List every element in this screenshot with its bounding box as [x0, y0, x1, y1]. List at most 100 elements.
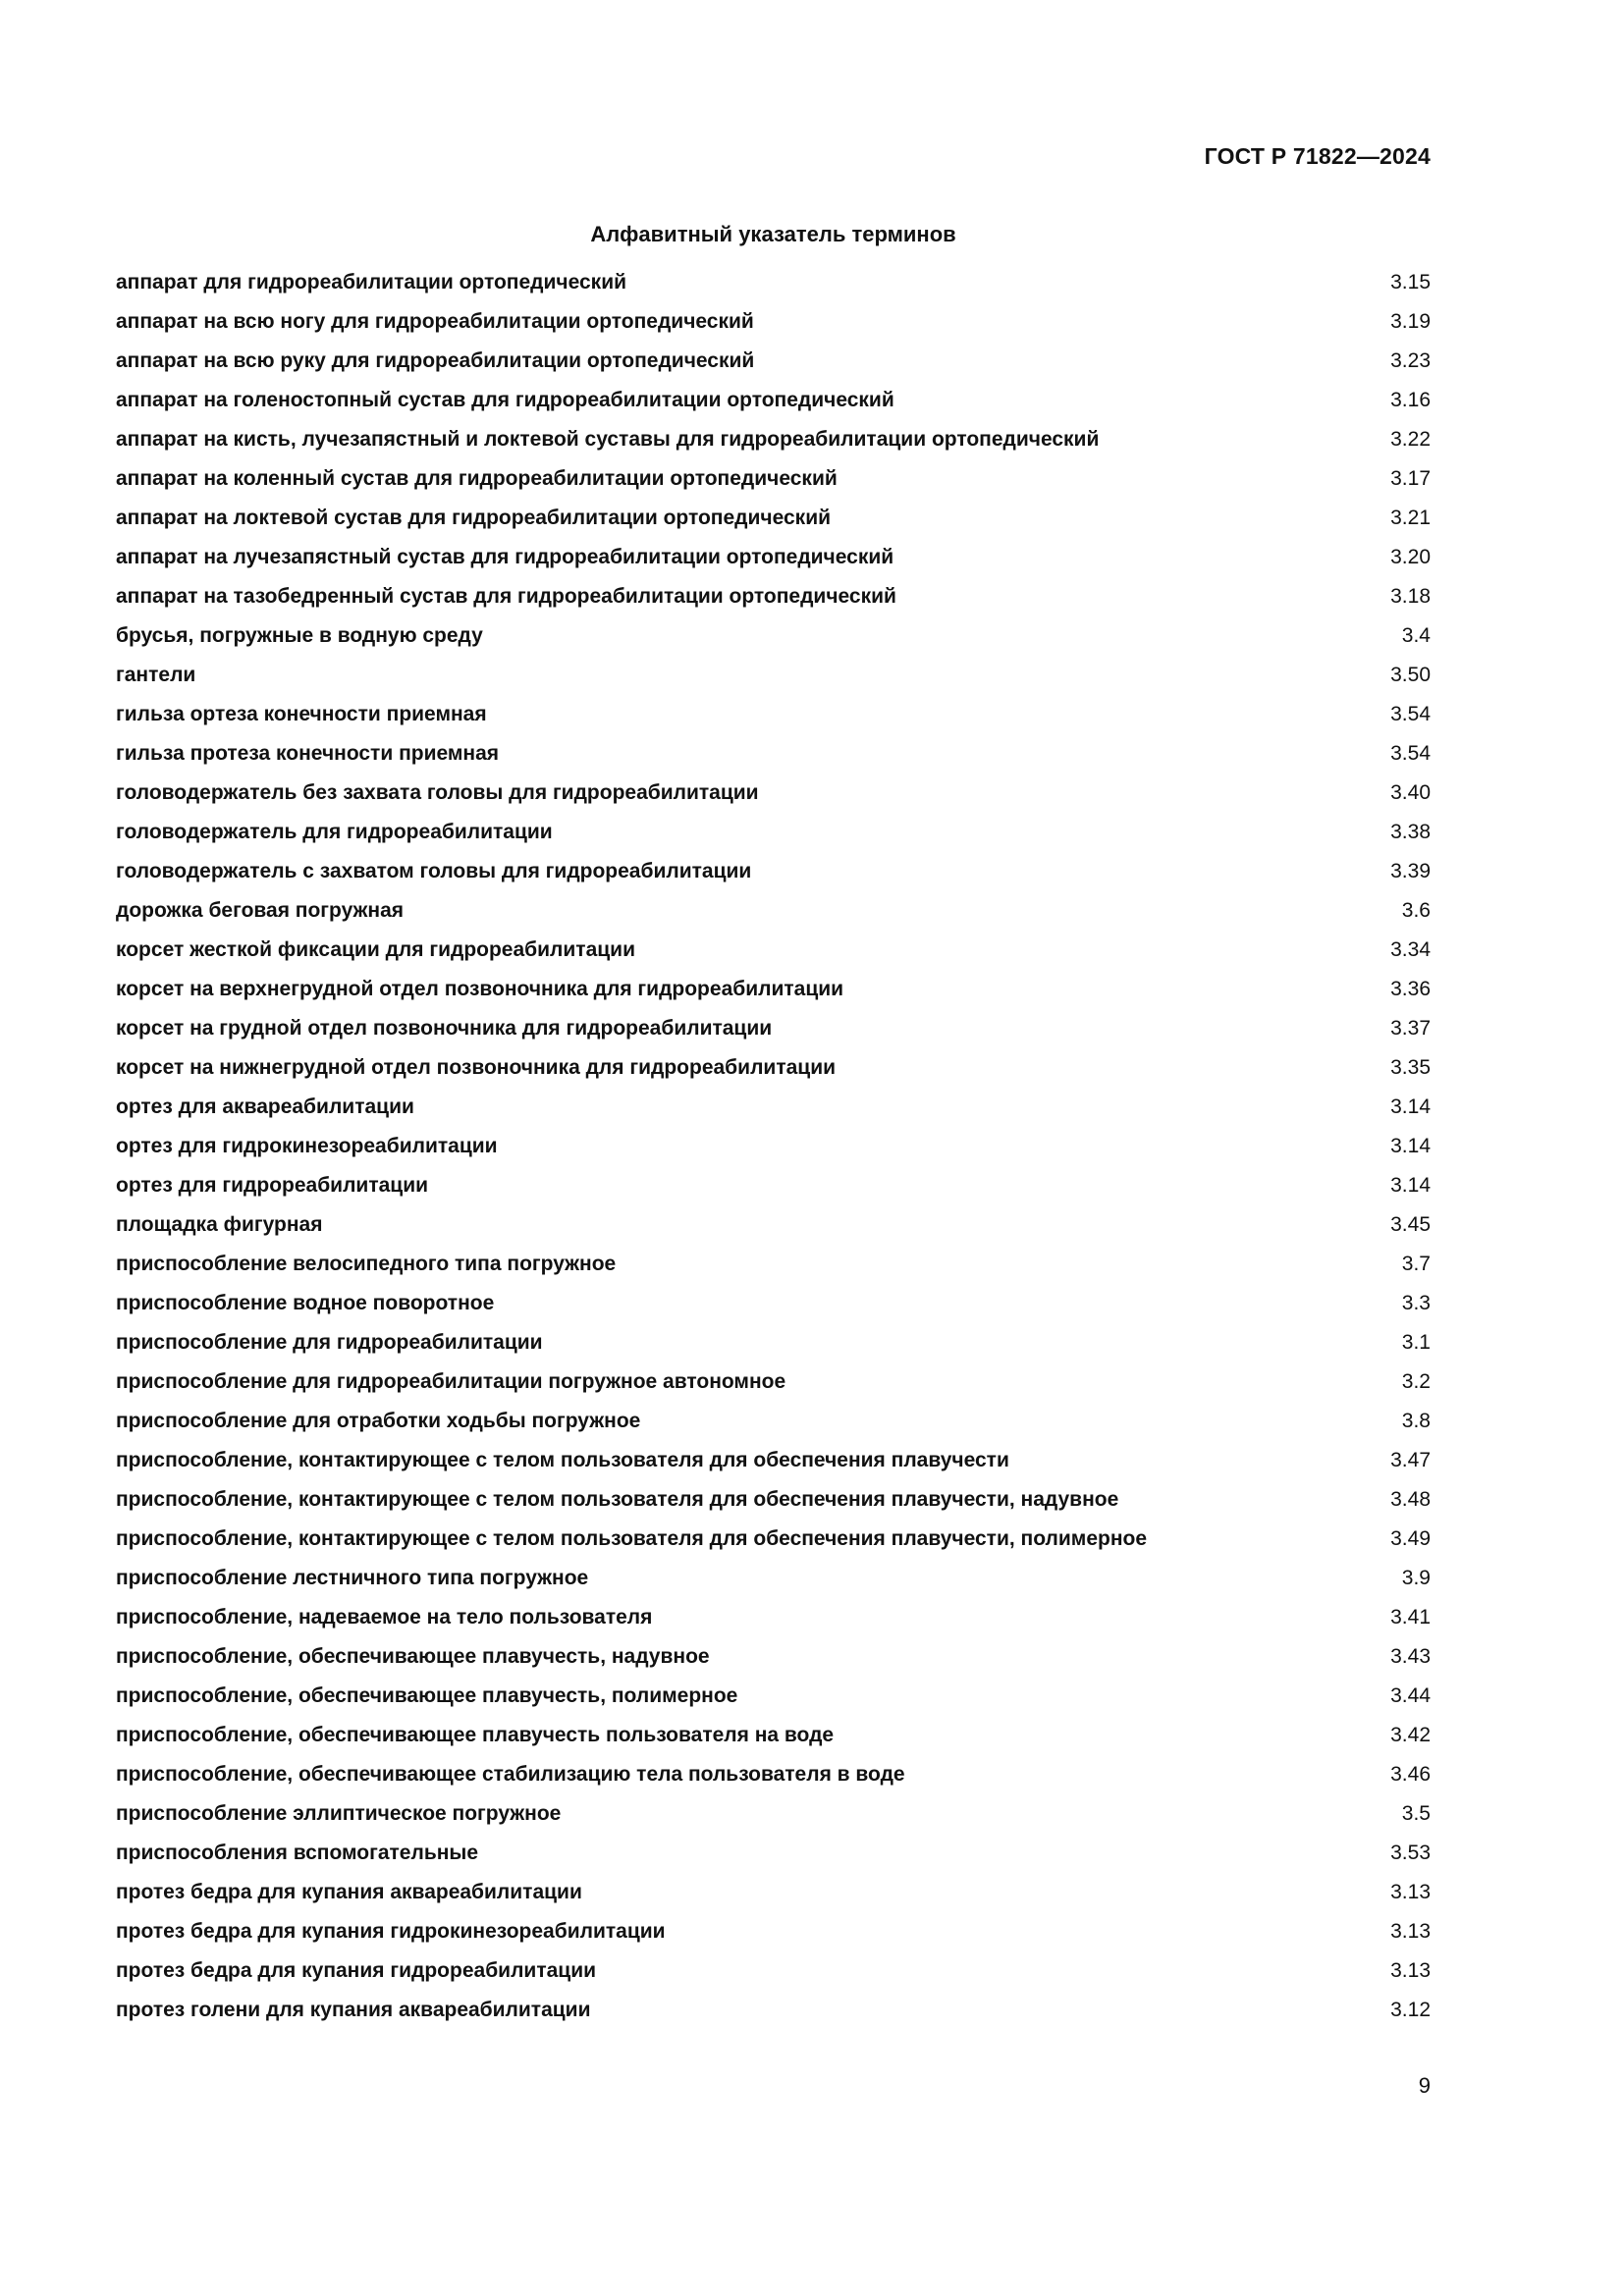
index-entry-row: аппарат на кисть, лучезапястный и локтев… — [116, 420, 1431, 459]
index-entry-row: ортез для аквареабилитации 3.14 — [116, 1088, 1431, 1127]
index-entry-row: протез голени для купания аквареабилитац… — [116, 1991, 1431, 2030]
term-label: приспособление, обеспечивающее плавучест… — [116, 1684, 738, 1707]
term-label: корсет на грудной отдел позвоночника для… — [116, 1017, 773, 1040]
term-label: приспособление, контактирующее с телом п… — [116, 1488, 1119, 1511]
term-ref: 3.54 — [1390, 742, 1431, 765]
index-entry-row: корсет жесткой фиксации для гидрореабили… — [116, 931, 1431, 970]
index-entry-row: приспособление для гидрореабилитации 3.1 — [116, 1323, 1431, 1362]
term-ref: 3.16 — [1390, 389, 1431, 411]
term-ref: 3.3 — [1401, 1292, 1431, 1314]
index-entry-row: приспособление для гидрореабилитации пог… — [116, 1362, 1431, 1402]
index-entry-row: брусья, погружные в водную среду 3.4 — [116, 616, 1431, 656]
term-ref: 3.7 — [1401, 1253, 1431, 1275]
index-entry-row: гантели 3.50 — [116, 656, 1431, 695]
index-entry-row: гильза ортеза конечности приемная 3.54 — [116, 695, 1431, 734]
index-entry-row: приспособление велосипедного типа погруж… — [116, 1245, 1431, 1284]
term-label: протез голени для купания аквареабилитац… — [116, 1999, 591, 2021]
term-ref: 3.43 — [1390, 1645, 1431, 1668]
term-label: площадка фигурная — [116, 1213, 323, 1236]
index-entry-row: приспособление, контактирующее с телом п… — [116, 1520, 1431, 1559]
index-entry-row: аппарат на всю ногу для гидрореабилитаци… — [116, 302, 1431, 342]
index-entry-row: головодержатель с захватом головы для ги… — [116, 852, 1431, 891]
index-entry-row: приспособление для отработки ходьбы погр… — [116, 1402, 1431, 1441]
index-entry-row: гильза протеза конечности приемная 3.54 — [116, 734, 1431, 774]
term-ref: 3.19 — [1390, 310, 1431, 333]
page-title: Алфавитный указатель терминов — [590, 222, 956, 246]
index-entry-row: дорожка беговая погружная 3.6 — [116, 891, 1431, 931]
term-label: гильза протеза конечности приемная — [116, 742, 500, 765]
term-label: приспособление, обеспечивающее плавучест… — [116, 1645, 710, 1668]
term-label: головодержатель с захватом головы для ги… — [116, 860, 752, 882]
term-ref: 3.38 — [1390, 821, 1431, 843]
term-ref: 3.14 — [1390, 1095, 1431, 1118]
term-label: приспособление для гидрореабилитации пог… — [116, 1370, 786, 1393]
term-ref: 3.17 — [1390, 467, 1431, 490]
index-entry-row: ортез для гидрокинезореабилитации 3.14 — [116, 1127, 1431, 1166]
term-label: головодержатель без захвата головы для г… — [116, 781, 759, 804]
term-ref: 3.50 — [1390, 664, 1431, 686]
term-ref: 3.13 — [1390, 1920, 1431, 1943]
index-entry-row: головодержатель без захвата головы для г… — [116, 774, 1431, 813]
index-entry-row: аппарат на тазобедренный сустав для гидр… — [116, 577, 1431, 616]
term-label: приспособления вспомогательные — [116, 1842, 479, 1864]
term-ref: 3.21 — [1390, 507, 1431, 529]
term-ref: 3.9 — [1401, 1567, 1431, 1589]
index-entry-row: приспособление лестничного типа погружно… — [116, 1559, 1431, 1598]
term-label: дорожка беговая погружная — [116, 899, 405, 922]
term-ref: 3.14 — [1390, 1174, 1431, 1197]
term-label: корсет на нижнегрудной отдел позвоночник… — [116, 1056, 837, 1079]
term-label: приспособление, обеспечивающее плавучест… — [116, 1724, 835, 1746]
index-entry-row: аппарат на коленный сустав для гидрореаб… — [116, 459, 1431, 499]
term-label: аппарат на коленный сустав для гидрореаб… — [116, 467, 838, 490]
term-label: аппарат на всю руку для гидрореабилитаци… — [116, 349, 755, 372]
term-label: ортез для гидрореабилитации — [116, 1174, 429, 1197]
index-entry-row: приспособление, контактирующее с телом п… — [116, 1441, 1431, 1480]
term-ref: 3.54 — [1390, 703, 1431, 725]
term-label: протез бедра для купания гидрокинезореаб… — [116, 1920, 666, 1943]
index-entry-row: приспособление, обеспечивающее стабилиза… — [116, 1755, 1431, 1794]
term-label: аппарат на всю ногу для гидрореабилитаци… — [116, 310, 754, 333]
term-label: аппарат на лучезапястный сустав для гидр… — [116, 546, 894, 568]
term-label: аппарат на голеностопный сустав для гидр… — [116, 389, 894, 411]
term-ref: 3.20 — [1390, 546, 1431, 568]
term-ref: 3.6 — [1401, 899, 1431, 922]
term-ref: 3.14 — [1390, 1135, 1431, 1157]
term-label: аппарат на кисть, лучезапястный и локтев… — [116, 428, 1100, 451]
term-label: корсет жесткой фиксации для гидрореабили… — [116, 938, 635, 961]
page-number: 9 — [1418, 2073, 1431, 2098]
term-label: аппарат на локтевой сустав для гидрореаб… — [116, 507, 832, 529]
term-label: приспособление велосипедного типа погруж… — [116, 1253, 617, 1275]
term-ref: 3.23 — [1390, 349, 1431, 372]
term-ref: 3.39 — [1390, 860, 1431, 882]
term-label: приспособление, надеваемое на тело польз… — [116, 1606, 653, 1629]
term-ref: 3.40 — [1390, 781, 1431, 804]
term-ref: 3.12 — [1390, 1999, 1431, 2021]
index-entry-row: площадка фигурная 3.45 — [116, 1205, 1431, 1245]
index-entry-row: аппарат на лучезапястный сустав для гидр… — [116, 538, 1431, 577]
term-label: корсет на верхнегрудной отдел позвоночни… — [116, 978, 844, 1000]
term-ref: 3.15 — [1390, 271, 1431, 294]
term-ref: 3.13 — [1390, 1881, 1431, 1903]
term-ref: 3.49 — [1390, 1527, 1431, 1550]
index-entry-row: протез бедра для купания аквареабилитаци… — [116, 1873, 1431, 1912]
index-entry-row: корсет на верхнегрудной отдел позвоночни… — [116, 970, 1431, 1009]
term-ref: 3.44 — [1390, 1684, 1431, 1707]
index-entry-row: корсет на нижнегрудной отдел позвоночник… — [116, 1048, 1431, 1088]
term-ref: 3.53 — [1390, 1842, 1431, 1864]
term-label: ортез для гидрокинезореабилитации — [116, 1135, 498, 1157]
term-label: протез бедра для купания аквареабилитаци… — [116, 1881, 582, 1903]
term-label: приспособление для гидрореабилитации — [116, 1331, 543, 1354]
index-entry-row: аппарат для гидрореабилитации ортопедиче… — [116, 263, 1431, 302]
term-ref: 3.41 — [1390, 1606, 1431, 1629]
index-entry-row: приспособления вспомогательные 3.53 — [116, 1834, 1431, 1873]
term-ref: 3.48 — [1390, 1488, 1431, 1511]
index-entry-row: приспособление, контактирующее с телом п… — [116, 1480, 1431, 1520]
term-label: приспособление лестничного типа погружно… — [116, 1567, 589, 1589]
index-entry-row: приспособление, обеспечивающее плавучест… — [116, 1677, 1431, 1716]
index-entry-row: протез бедра для купания гидрокинезореаб… — [116, 1912, 1431, 1951]
term-label: приспособление, контактирующее с телом п… — [116, 1527, 1148, 1550]
term-ref: 3.8 — [1401, 1410, 1431, 1432]
term-ref: 3.42 — [1390, 1724, 1431, 1746]
term-ref: 3.1 — [1401, 1331, 1431, 1354]
